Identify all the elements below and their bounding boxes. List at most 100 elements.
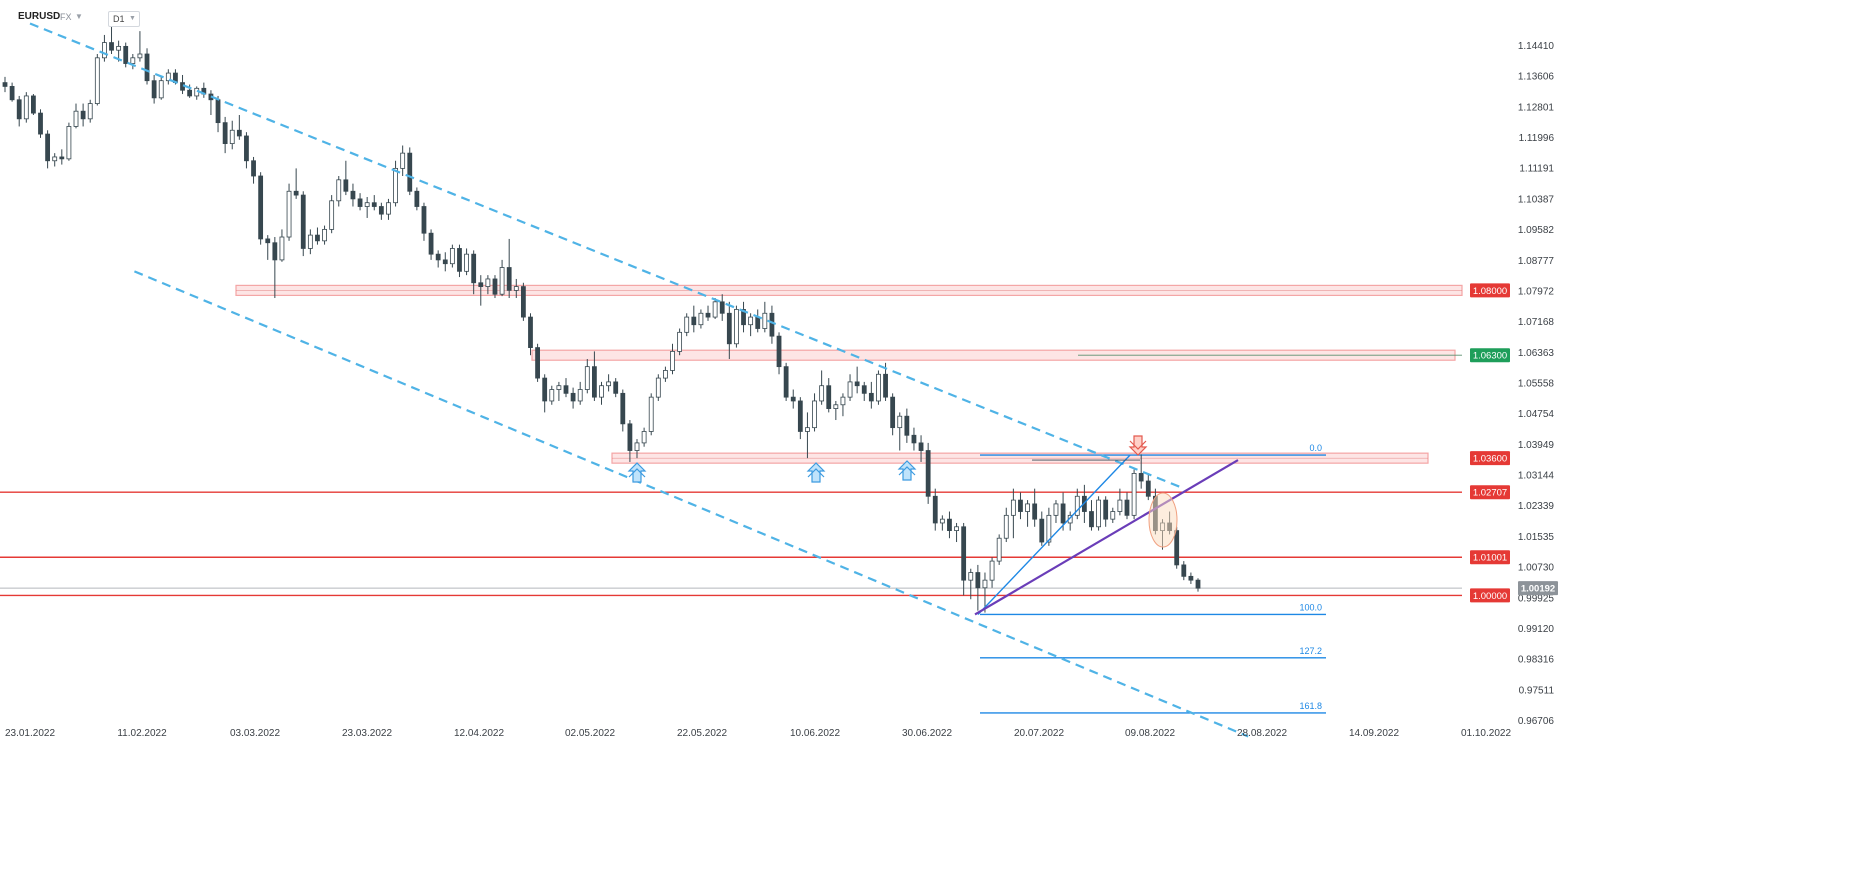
candle-body bbox=[421, 206, 427, 234]
candle-body bbox=[797, 400, 803, 432]
candle-body bbox=[378, 206, 384, 215]
candle-body bbox=[499, 267, 505, 295]
candle-body bbox=[350, 190, 356, 200]
candle-body bbox=[1124, 499, 1130, 516]
candle-body bbox=[59, 156, 65, 160]
candle-body bbox=[989, 560, 995, 581]
level-badge: 1.06300 bbox=[1470, 348, 1510, 363]
candle-body bbox=[954, 526, 959, 531]
candle-body bbox=[840, 396, 846, 406]
level-badge-label: 1.06300 bbox=[1473, 351, 1507, 362]
candle-body bbox=[229, 129, 235, 145]
candle-body bbox=[826, 385, 832, 409]
candle-body bbox=[847, 381, 853, 398]
date-tick-label: 22.05.2022 bbox=[677, 728, 727, 739]
candle-body bbox=[130, 57, 136, 64]
candle-body bbox=[805, 427, 810, 432]
candle-body bbox=[819, 385, 825, 402]
date-tick-label: 02.05.2022 bbox=[565, 728, 615, 739]
candle-body bbox=[812, 400, 817, 429]
candle-body bbox=[400, 152, 406, 169]
candle-body bbox=[38, 112, 43, 135]
candle-body bbox=[577, 389, 583, 402]
price-tick-label: 1.03144 bbox=[1518, 471, 1555, 482]
timeframe-label: D1 bbox=[113, 14, 125, 24]
candle-body bbox=[868, 392, 874, 402]
candle-body bbox=[23, 95, 29, 120]
candle-body bbox=[769, 312, 775, 337]
candle-body bbox=[712, 301, 718, 318]
candle-body bbox=[94, 57, 100, 104]
candle-body bbox=[1089, 511, 1094, 528]
candle-body bbox=[123, 45, 129, 64]
drawing-tools bbox=[29, 22, 1249, 738]
price-tick-label: 1.00730 bbox=[1518, 563, 1555, 574]
candle-body bbox=[1010, 499, 1016, 516]
candle-body bbox=[670, 350, 675, 371]
fib-anchor-line bbox=[977, 454, 1131, 615]
candle-body bbox=[613, 381, 619, 394]
candle-body bbox=[876, 373, 881, 402]
price-tick-label: 1.13606 bbox=[1518, 72, 1555, 83]
candle-body bbox=[73, 110, 79, 127]
candle-body bbox=[1103, 499, 1109, 520]
candle-body bbox=[1032, 503, 1038, 520]
price-tick-label: 1.06363 bbox=[1518, 348, 1555, 359]
price-tick-label: 0.97511 bbox=[1519, 685, 1555, 696]
candle-body bbox=[457, 248, 462, 272]
candle-body bbox=[1046, 514, 1052, 543]
candle-body bbox=[66, 126, 72, 160]
level-badge: 1.00000 bbox=[1470, 588, 1510, 603]
chevron-down-icon[interactable]: ▼ bbox=[75, 12, 83, 21]
arrow-up-icon bbox=[897, 460, 917, 481]
candle-body bbox=[663, 370, 668, 379]
candle-body bbox=[890, 396, 896, 429]
level-badge: 1.08000 bbox=[1470, 283, 1510, 298]
arrow-up-icon bbox=[806, 462, 826, 483]
timeframe-selector[interactable]: D1 ▼ bbox=[108, 11, 140, 27]
date-tick-label: 09.08.2022 bbox=[1125, 728, 1175, 739]
level-badge-label: 1.03600 bbox=[1473, 454, 1507, 465]
candle-body bbox=[1117, 499, 1123, 512]
level-badge-label: 1.08000 bbox=[1473, 286, 1507, 297]
level-badge-label: 1.02707 bbox=[1473, 488, 1507, 499]
candle-body bbox=[861, 385, 867, 394]
date-tick-label: 20.07.2022 bbox=[1014, 728, 1064, 739]
candle-body bbox=[691, 316, 697, 326]
candle-body bbox=[343, 179, 349, 192]
horizontal-levels bbox=[0, 290, 1462, 597]
price-tick-label: 1.12801 bbox=[1518, 102, 1555, 113]
candle-body bbox=[528, 316, 533, 348]
candle-body bbox=[80, 110, 86, 120]
date-tick-label: 10.06.2022 bbox=[790, 728, 840, 739]
level-badges: 1.08000 1.06300 1.03600 1.02707 1.01001 1.000… bbox=[1470, 283, 1558, 603]
candle-body bbox=[137, 53, 143, 59]
price-tick-label: 1.14410 bbox=[1518, 41, 1555, 52]
candle-body bbox=[102, 42, 107, 59]
candle-body bbox=[904, 415, 910, 436]
candle-body bbox=[9, 86, 15, 101]
candle-body bbox=[407, 152, 413, 192]
price-tick-label: 1.07168 bbox=[1518, 317, 1555, 328]
candle-body bbox=[336, 179, 342, 202]
candle-body bbox=[606, 381, 612, 387]
candle-body bbox=[116, 45, 122, 51]
arrow-up-icon bbox=[627, 462, 647, 483]
candle-body bbox=[272, 242, 278, 261]
candle-body bbox=[286, 190, 292, 238]
candle-body bbox=[478, 282, 484, 287]
candle-body bbox=[329, 200, 335, 230]
current-price-badge: 1.00192 bbox=[1518, 581, 1558, 596]
time-axis: 23.01.2022 11.02.2022 03.03.2022 23.03.2022… bbox=[5, 728, 1511, 739]
candle-body bbox=[755, 316, 761, 329]
candle-body bbox=[520, 286, 526, 318]
candle-body bbox=[939, 518, 945, 524]
candle-body bbox=[293, 190, 299, 196]
candle-body bbox=[542, 377, 548, 402]
candle-body bbox=[52, 156, 58, 162]
candle-body bbox=[698, 312, 704, 326]
candle-body bbox=[1188, 575, 1194, 581]
price-tick-label: 1.11191 bbox=[1519, 164, 1554, 175]
candle-body bbox=[1096, 499, 1101, 528]
